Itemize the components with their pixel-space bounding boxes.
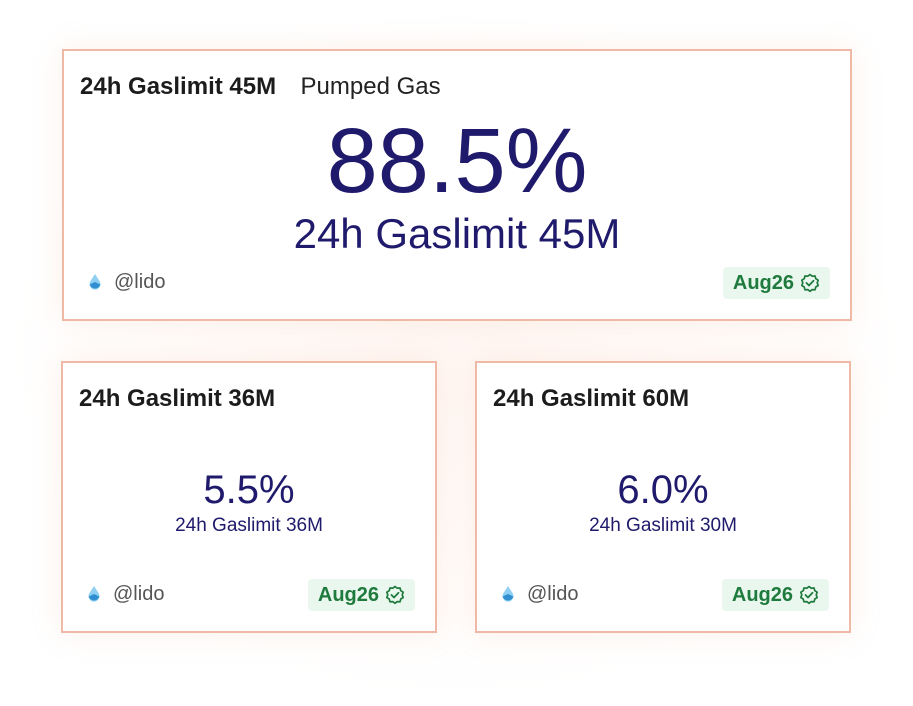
- card-header: 24h Gaslimit 36M: [79, 385, 275, 413]
- result-option-label: 24h Gaslimit 30M: [589, 515, 737, 536]
- card-header: 24h Gaslimit 45M Pumped Gas: [80, 73, 441, 101]
- source-link[interactable]: @lido: [87, 583, 164, 606]
- verified-check-icon: [800, 273, 820, 293]
- date-badge: Aug26: [721, 579, 829, 611]
- badge-label: Aug26: [317, 583, 379, 606]
- result-card-gaslimit-45m[interactable]: 24h Gaslimit 45M Pumped Gas 88.5% 24h Ga…: [62, 49, 852, 321]
- badge-label: Aug26: [732, 271, 794, 294]
- card-title: 24h Gaslimit 36M: [79, 385, 276, 412]
- result-percentage: 6.0%: [617, 468, 709, 512]
- card-title: 24h Gaslimit 45M: [80, 73, 277, 100]
- card-footer: @lido Aug26: [477, 579, 849, 613]
- card-subtitle: Pumped Gas: [300, 73, 441, 100]
- date-badge: Aug26: [307, 579, 415, 611]
- card-title: 24h Gaslimit 60M: [493, 385, 690, 412]
- lido-drop-icon: [88, 585, 100, 602]
- result-card-gaslimit-60m[interactable]: 24h Gaslimit 60M 6.0% 24h Gaslimit 30M @…: [475, 361, 851, 633]
- result-percentage: 5.5%: [203, 468, 295, 512]
- card-header: 24h Gaslimit 60M: [493, 385, 689, 413]
- source-link[interactable]: @lido: [501, 583, 578, 606]
- verified-check-icon: [385, 585, 405, 605]
- source-handle: @lido: [114, 271, 166, 293]
- verified-check-icon: [799, 585, 819, 605]
- source-handle: @lido: [527, 583, 579, 605]
- lido-drop-icon: [89, 273, 101, 290]
- source-link[interactable]: @lido: [88, 271, 165, 294]
- source-handle: @lido: [113, 583, 165, 605]
- result-card-gaslimit-36m[interactable]: 24h Gaslimit 36M 5.5% 24h Gaslimit 36M @…: [61, 361, 437, 633]
- lido-drop-icon: [502, 585, 514, 602]
- result-option-label: 24h Gaslimit 36M: [175, 515, 323, 536]
- result-percentage: 88.5%: [326, 110, 588, 212]
- card-footer: @lido Aug26: [63, 579, 435, 613]
- date-badge: Aug26: [722, 267, 830, 299]
- result-option-label: 24h Gaslimit 45M: [293, 210, 621, 257]
- badge-label: Aug26: [731, 583, 793, 606]
- card-footer: @lido Aug26: [64, 267, 850, 301]
